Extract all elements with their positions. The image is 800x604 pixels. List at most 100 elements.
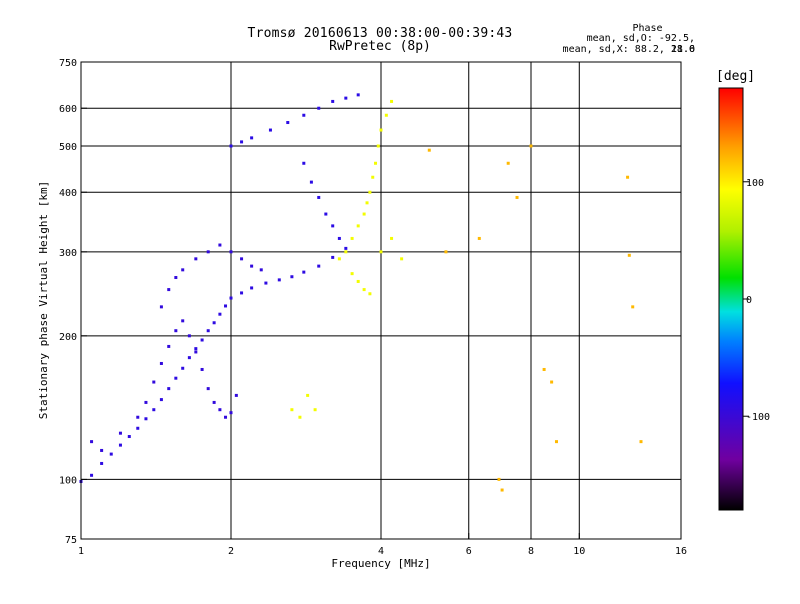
data-point — [542, 367, 546, 371]
y-tick-label: 200 — [59, 332, 77, 343]
data-point — [200, 338, 204, 342]
data-point — [240, 140, 244, 144]
data-point — [302, 270, 306, 274]
data-point — [290, 275, 294, 279]
colorbar-title: [deg] — [716, 69, 756, 84]
data-point — [159, 398, 163, 402]
data-point — [306, 393, 310, 397]
data-point — [290, 408, 294, 412]
data-point — [181, 366, 185, 370]
x-tick-label: 6 — [466, 546, 472, 557]
data-point — [313, 408, 317, 412]
y-axis-label: Stationary phase Virtual Height [km] — [37, 181, 50, 419]
data-point — [118, 443, 122, 447]
data-point — [234, 393, 238, 397]
data-point — [229, 411, 233, 415]
data-point — [159, 305, 163, 309]
data-point — [109, 452, 113, 456]
y-tick-label: 600 — [59, 104, 77, 115]
colorbar-ticks: 100 0 -100 — [743, 178, 770, 423]
data-point — [379, 128, 383, 132]
data-point — [174, 329, 178, 333]
data-point — [350, 272, 354, 276]
data-point — [515, 195, 519, 199]
points-layer — [79, 93, 643, 492]
data-point — [506, 161, 510, 165]
chart-subtitle: RwPretec (8p) — [329, 39, 431, 54]
data-point — [218, 243, 222, 247]
data-point — [194, 350, 198, 354]
data-point — [324, 212, 328, 216]
x-axis-label: Frequency [MHz] — [331, 557, 430, 570]
data-point — [337, 236, 341, 240]
data-point — [337, 257, 341, 261]
data-point — [331, 224, 335, 228]
colorbar — [718, 87, 744, 511]
colorbar-tick-label: 0 — [746, 295, 752, 306]
phase-stats-o: mean, sd,O: -92.5, 18.0 — [586, 33, 695, 55]
data-point — [298, 415, 302, 419]
x-tick-label: 10 — [573, 546, 585, 557]
data-point — [554, 440, 558, 444]
colorbar-tick-label: -100 — [746, 412, 770, 423]
data-point — [390, 99, 394, 103]
data-point — [240, 291, 244, 295]
data-point — [229, 250, 233, 254]
data-point — [194, 347, 198, 351]
data-point — [362, 212, 366, 216]
data-point — [277, 278, 281, 282]
data-point — [362, 288, 366, 292]
phase-stats-x: mean, sd,X: 88.2, 21.6 — [562, 44, 695, 55]
data-point — [200, 367, 204, 371]
data-point — [639, 440, 643, 444]
data-point — [100, 448, 104, 452]
data-point — [174, 376, 178, 380]
x-tick-label: 16 — [675, 546, 687, 557]
y-tick-label: 75 — [65, 535, 77, 546]
data-point — [136, 426, 140, 430]
phase-title: Phase — [632, 23, 663, 34]
data-point — [224, 415, 228, 419]
data-point — [309, 180, 313, 184]
x-tick-label: 4 — [378, 546, 384, 557]
data-point — [144, 400, 148, 404]
data-point — [379, 250, 383, 254]
chart-title: Tromsø 20160613 00:38:00-00:39:43 — [247, 26, 513, 41]
data-point — [259, 268, 263, 272]
data-point — [181, 319, 185, 323]
y-tick-label: 100 — [59, 475, 77, 486]
data-point — [427, 148, 431, 152]
colorbar-tick-label: 100 — [746, 178, 764, 189]
data-point — [331, 99, 335, 103]
data-point — [167, 387, 171, 391]
data-point — [118, 431, 122, 435]
data-point — [350, 236, 354, 240]
data-point — [500, 488, 504, 492]
data-point — [206, 250, 210, 254]
data-point — [344, 250, 348, 254]
y-tick-label: 400 — [59, 188, 77, 199]
data-point — [224, 304, 228, 308]
data-point — [286, 121, 290, 125]
data-point — [218, 312, 222, 316]
data-point — [331, 255, 335, 259]
data-point — [529, 144, 533, 148]
data-point — [384, 113, 388, 117]
data-point — [100, 461, 104, 465]
data-point — [302, 113, 306, 117]
data-point — [302, 161, 306, 165]
data-point — [212, 400, 216, 404]
data-point — [152, 380, 156, 384]
data-point — [390, 236, 394, 240]
data-point — [365, 201, 369, 205]
data-point — [627, 253, 631, 257]
data-point — [229, 296, 233, 300]
data-point — [187, 334, 191, 338]
data-point — [174, 276, 178, 280]
y-tick-label: 500 — [59, 142, 77, 153]
x-tick-label: 2 — [228, 546, 234, 557]
grid-layer — [81, 62, 681, 539]
data-point — [317, 195, 321, 199]
